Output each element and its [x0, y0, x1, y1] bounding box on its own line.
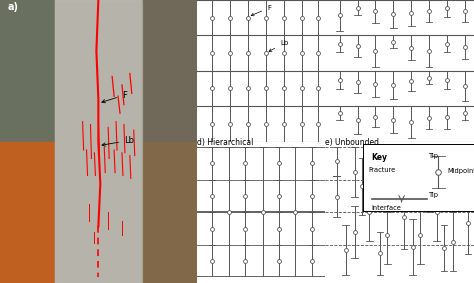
Text: a): a) [8, 2, 19, 12]
Text: Midpoint: Midpoint [447, 168, 474, 174]
Bar [55, 142, 142, 283]
Text: Interface: Interface [372, 205, 401, 211]
Text: Key: Key [372, 153, 388, 162]
Text: Tip: Tip [429, 192, 439, 198]
Text: Lb: Lb [269, 40, 288, 52]
Bar [0, 0, 55, 142]
Text: e) Unbounded: e) Unbounded [325, 138, 379, 147]
Text: Tip: Tip [429, 153, 439, 159]
Bar [55, 0, 142, 283]
Bar [0, 142, 55, 283]
Text: Lb: Lb [102, 136, 134, 146]
Text: F: F [251, 5, 271, 16]
Text: Fracture: Fracture [368, 167, 395, 173]
Text: d) Hierarchical: d) Hierarchical [197, 138, 253, 147]
Bar [142, 142, 197, 283]
Bar [142, 0, 197, 142]
Bar [55, 0, 142, 142]
Text: F: F [102, 91, 127, 103]
